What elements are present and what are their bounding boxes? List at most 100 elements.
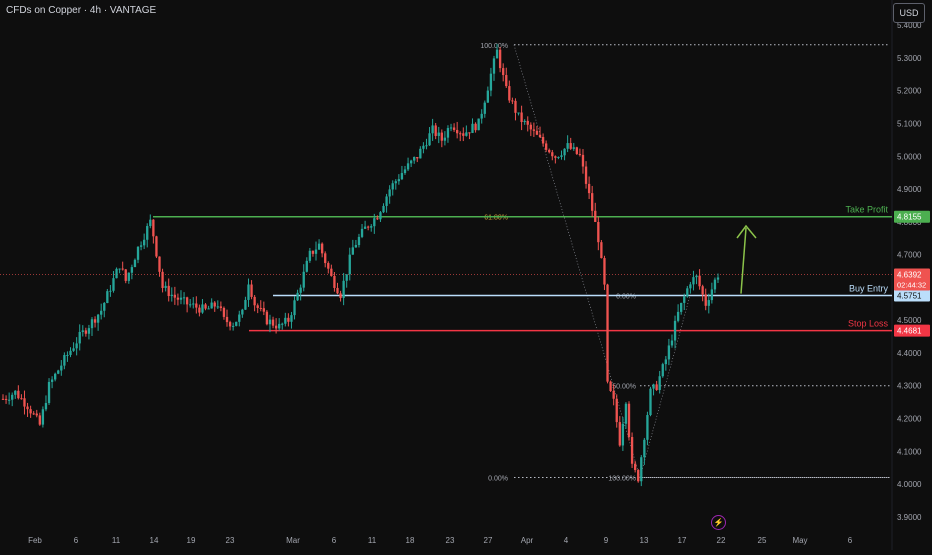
level-name: Stop Loss bbox=[848, 319, 889, 329]
candle-body bbox=[403, 169, 407, 174]
candle-body bbox=[238, 314, 241, 322]
candle-body bbox=[7, 399, 11, 401]
current-price-badge bbox=[894, 268, 930, 291]
candle-body bbox=[606, 284, 609, 382]
time-tick-label: 23 bbox=[446, 536, 455, 545]
candle-body bbox=[673, 320, 677, 341]
candle-body bbox=[581, 154, 585, 167]
candle-body bbox=[84, 330, 88, 334]
candle-body bbox=[192, 303, 195, 305]
countdown-label: 02:44:32 bbox=[897, 281, 926, 290]
candle-body bbox=[529, 124, 532, 130]
candle-body bbox=[689, 284, 692, 289]
candle-body bbox=[505, 75, 508, 87]
candle-body bbox=[468, 132, 471, 134]
arrow-head bbox=[736, 224, 757, 239]
price-tick-label: 4.1000 bbox=[897, 447, 922, 456]
candle-body bbox=[492, 58, 496, 74]
candle-body bbox=[63, 355, 66, 366]
candle-body bbox=[320, 243, 324, 254]
candle-body bbox=[548, 149, 551, 153]
candle-body bbox=[4, 398, 8, 400]
candle-body bbox=[130, 267, 134, 273]
candle-body bbox=[701, 286, 704, 295]
candle-body bbox=[93, 319, 97, 323]
time-tick-label: 6 bbox=[74, 536, 79, 545]
candle-body bbox=[413, 157, 416, 161]
candle-body bbox=[124, 269, 127, 281]
level-price-label: 4.5751 bbox=[897, 292, 922, 301]
candle-body bbox=[14, 390, 17, 395]
candle-body bbox=[502, 68, 505, 76]
candle-body bbox=[373, 218, 376, 227]
candle-body bbox=[363, 226, 367, 229]
candle-body bbox=[121, 268, 124, 270]
candle-body bbox=[60, 365, 63, 371]
candle-body bbox=[219, 306, 223, 308]
time-tick-label: 4 bbox=[564, 536, 569, 545]
candle-body bbox=[35, 413, 38, 416]
candle-body bbox=[213, 302, 216, 307]
candle-body bbox=[164, 285, 167, 288]
candle-body bbox=[259, 307, 262, 309]
candle-body bbox=[250, 284, 253, 297]
candle-body bbox=[394, 181, 397, 184]
fib2-trend-line bbox=[639, 295, 691, 478]
candle-body bbox=[29, 409, 32, 414]
candle-body bbox=[683, 296, 686, 303]
candle-body bbox=[483, 102, 486, 114]
candle-body bbox=[351, 247, 354, 255]
lightning-icon[interactable]: ⚡ bbox=[711, 515, 726, 530]
candle-body bbox=[676, 311, 680, 321]
candle-body bbox=[560, 155, 563, 157]
candle-body bbox=[603, 258, 606, 285]
candle-body bbox=[149, 219, 152, 227]
candle-body bbox=[600, 242, 603, 259]
candle-body bbox=[127, 272, 130, 281]
candle-body bbox=[241, 309, 244, 315]
price-tick-label: 5.2000 bbox=[897, 87, 922, 96]
candle-body bbox=[44, 402, 48, 410]
candle-body bbox=[23, 398, 26, 407]
candle-body bbox=[81, 330, 84, 332]
candle-body bbox=[443, 137, 447, 141]
candle-body bbox=[615, 398, 618, 423]
candle-body bbox=[409, 160, 413, 164]
time-tick-label: 6 bbox=[332, 536, 337, 545]
candle-body bbox=[136, 246, 140, 260]
candle-body bbox=[624, 403, 628, 424]
currency-button[interactable]: USD bbox=[893, 3, 925, 23]
time-tick-label: 23 bbox=[226, 536, 235, 545]
candle-body bbox=[210, 302, 213, 309]
candle-body bbox=[342, 280, 345, 298]
candle-body bbox=[173, 294, 177, 298]
fibonacci-retracement: 100.00% 61.80% 0.00% 0.00% 50.00% 100.00% bbox=[480, 43, 890, 483]
price-tick-label: 5.4000 bbox=[897, 21, 922, 30]
candle-body bbox=[281, 323, 284, 325]
candle-body bbox=[554, 156, 557, 158]
candle-body bbox=[523, 120, 526, 123]
candle-body bbox=[511, 100, 514, 102]
candle-body bbox=[139, 245, 143, 247]
candle-body bbox=[686, 288, 689, 297]
candle-body bbox=[235, 321, 238, 326]
price-tick-label: 3.9000 bbox=[897, 513, 922, 522]
candle-body bbox=[428, 133, 431, 146]
chart-title: CFDs on Copper · 4h · VANTAGE bbox=[6, 5, 157, 16]
candle-body bbox=[630, 437, 634, 464]
candle-body bbox=[618, 422, 621, 446]
candle-body bbox=[32, 413, 35, 415]
candle-body bbox=[551, 152, 554, 157]
fib-level-label: 0.00% bbox=[488, 476, 508, 483]
candle-body bbox=[11, 394, 14, 400]
time-tick-label: 27 bbox=[484, 536, 493, 545]
fib2-level-label: 50.00% bbox=[612, 384, 636, 391]
candle-body bbox=[231, 325, 235, 327]
candle-body bbox=[204, 304, 207, 309]
candle-body bbox=[57, 370, 60, 374]
level-price-label: 4.8155 bbox=[897, 213, 922, 222]
candle-body bbox=[566, 143, 569, 149]
candle-body bbox=[302, 271, 305, 288]
